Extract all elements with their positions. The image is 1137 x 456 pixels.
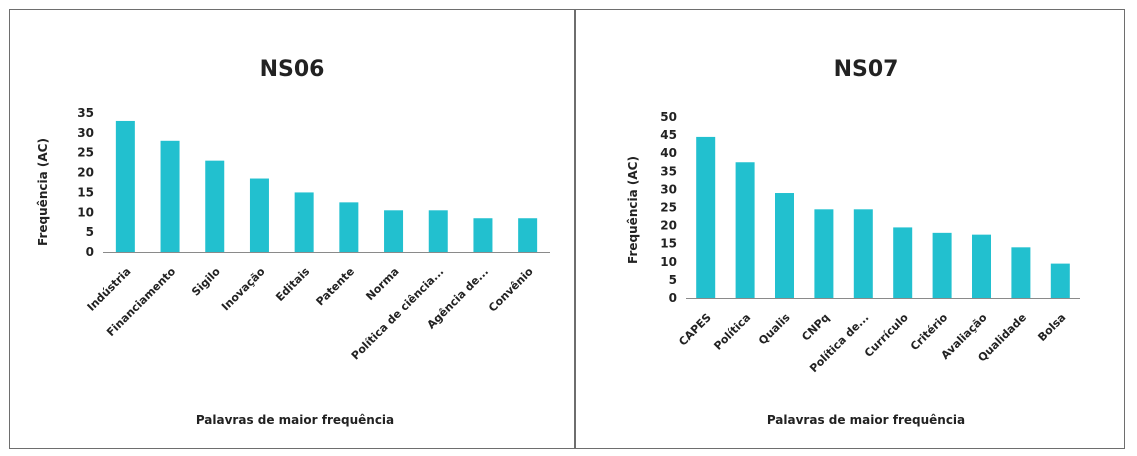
y-axis-label: Frequência (AC) bbox=[626, 156, 640, 264]
bar bbox=[428, 210, 448, 252]
bar bbox=[775, 193, 794, 298]
bar bbox=[972, 234, 991, 298]
y-tick-label: 50 bbox=[660, 110, 677, 124]
bar bbox=[115, 120, 135, 252]
bar bbox=[473, 218, 493, 252]
bar bbox=[696, 136, 716, 298]
y-axis-label: Frequência (AC) bbox=[36, 138, 50, 246]
y-tick-label: 0 bbox=[86, 245, 94, 259]
x-axis-label: Palavras de maior frequência bbox=[767, 413, 965, 427]
bar bbox=[160, 140, 180, 252]
chart-title: NS06 bbox=[260, 57, 325, 82]
bar bbox=[853, 209, 873, 298]
y-tick-label: 10 bbox=[77, 205, 94, 219]
chart-title: NS07 bbox=[834, 57, 899, 82]
bar bbox=[518, 218, 538, 252]
y-tick-label: 40 bbox=[660, 146, 677, 160]
x-tick-label: Qualis bbox=[756, 311, 793, 348]
x-tick-label: CAPES bbox=[676, 311, 714, 349]
y-tick-label: 25 bbox=[77, 146, 94, 160]
y-tick-label: 20 bbox=[77, 166, 94, 180]
y-tick-label: 10 bbox=[660, 255, 677, 269]
y-tick-label: 35 bbox=[77, 106, 94, 120]
y-tick-label: 5 bbox=[86, 225, 94, 239]
bar bbox=[294, 192, 314, 252]
y-tick-label: 5 bbox=[669, 273, 677, 287]
bar bbox=[339, 202, 359, 252]
y-tick-label: 20 bbox=[660, 219, 677, 233]
bar bbox=[1050, 263, 1070, 298]
bar bbox=[384, 210, 404, 252]
x-tick-label: Política bbox=[711, 311, 753, 353]
y-tick-label: 30 bbox=[660, 182, 677, 196]
y-tick-label: 45 bbox=[660, 128, 677, 142]
chart-frame bbox=[9, 9, 1125, 449]
y-tick-label: 15 bbox=[77, 185, 94, 199]
y-tick-label: 25 bbox=[660, 201, 677, 215]
x-axis-label: Palavras de maior frequência bbox=[196, 413, 394, 427]
bar bbox=[814, 209, 834, 298]
x-tick-label: CNPq bbox=[799, 311, 832, 344]
bar bbox=[249, 178, 269, 252]
bar bbox=[735, 162, 755, 298]
bar bbox=[1011, 247, 1031, 298]
bar bbox=[205, 160, 225, 252]
y-tick-label: 0 bbox=[669, 291, 677, 305]
x-tick-label: Bolsa bbox=[1035, 311, 1068, 344]
y-tick-label: 35 bbox=[660, 164, 677, 178]
y-tick-label: 30 bbox=[77, 126, 94, 140]
bar bbox=[893, 227, 913, 298]
chart-divider bbox=[574, 9, 576, 449]
bar bbox=[932, 232, 952, 298]
y-tick-label: 15 bbox=[660, 237, 677, 251]
